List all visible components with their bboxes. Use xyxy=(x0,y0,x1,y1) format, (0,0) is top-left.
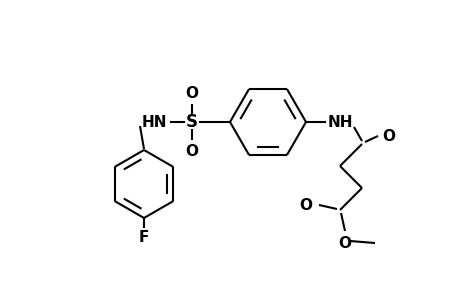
Text: O: O xyxy=(338,236,351,250)
Text: O: O xyxy=(382,128,395,143)
Text: F: F xyxy=(139,230,149,245)
Text: O: O xyxy=(299,197,312,212)
Text: O: O xyxy=(185,85,198,100)
Text: O: O xyxy=(185,143,198,158)
Text: S: S xyxy=(185,113,197,131)
Text: HN: HN xyxy=(141,115,166,130)
Text: NH: NH xyxy=(326,115,352,130)
